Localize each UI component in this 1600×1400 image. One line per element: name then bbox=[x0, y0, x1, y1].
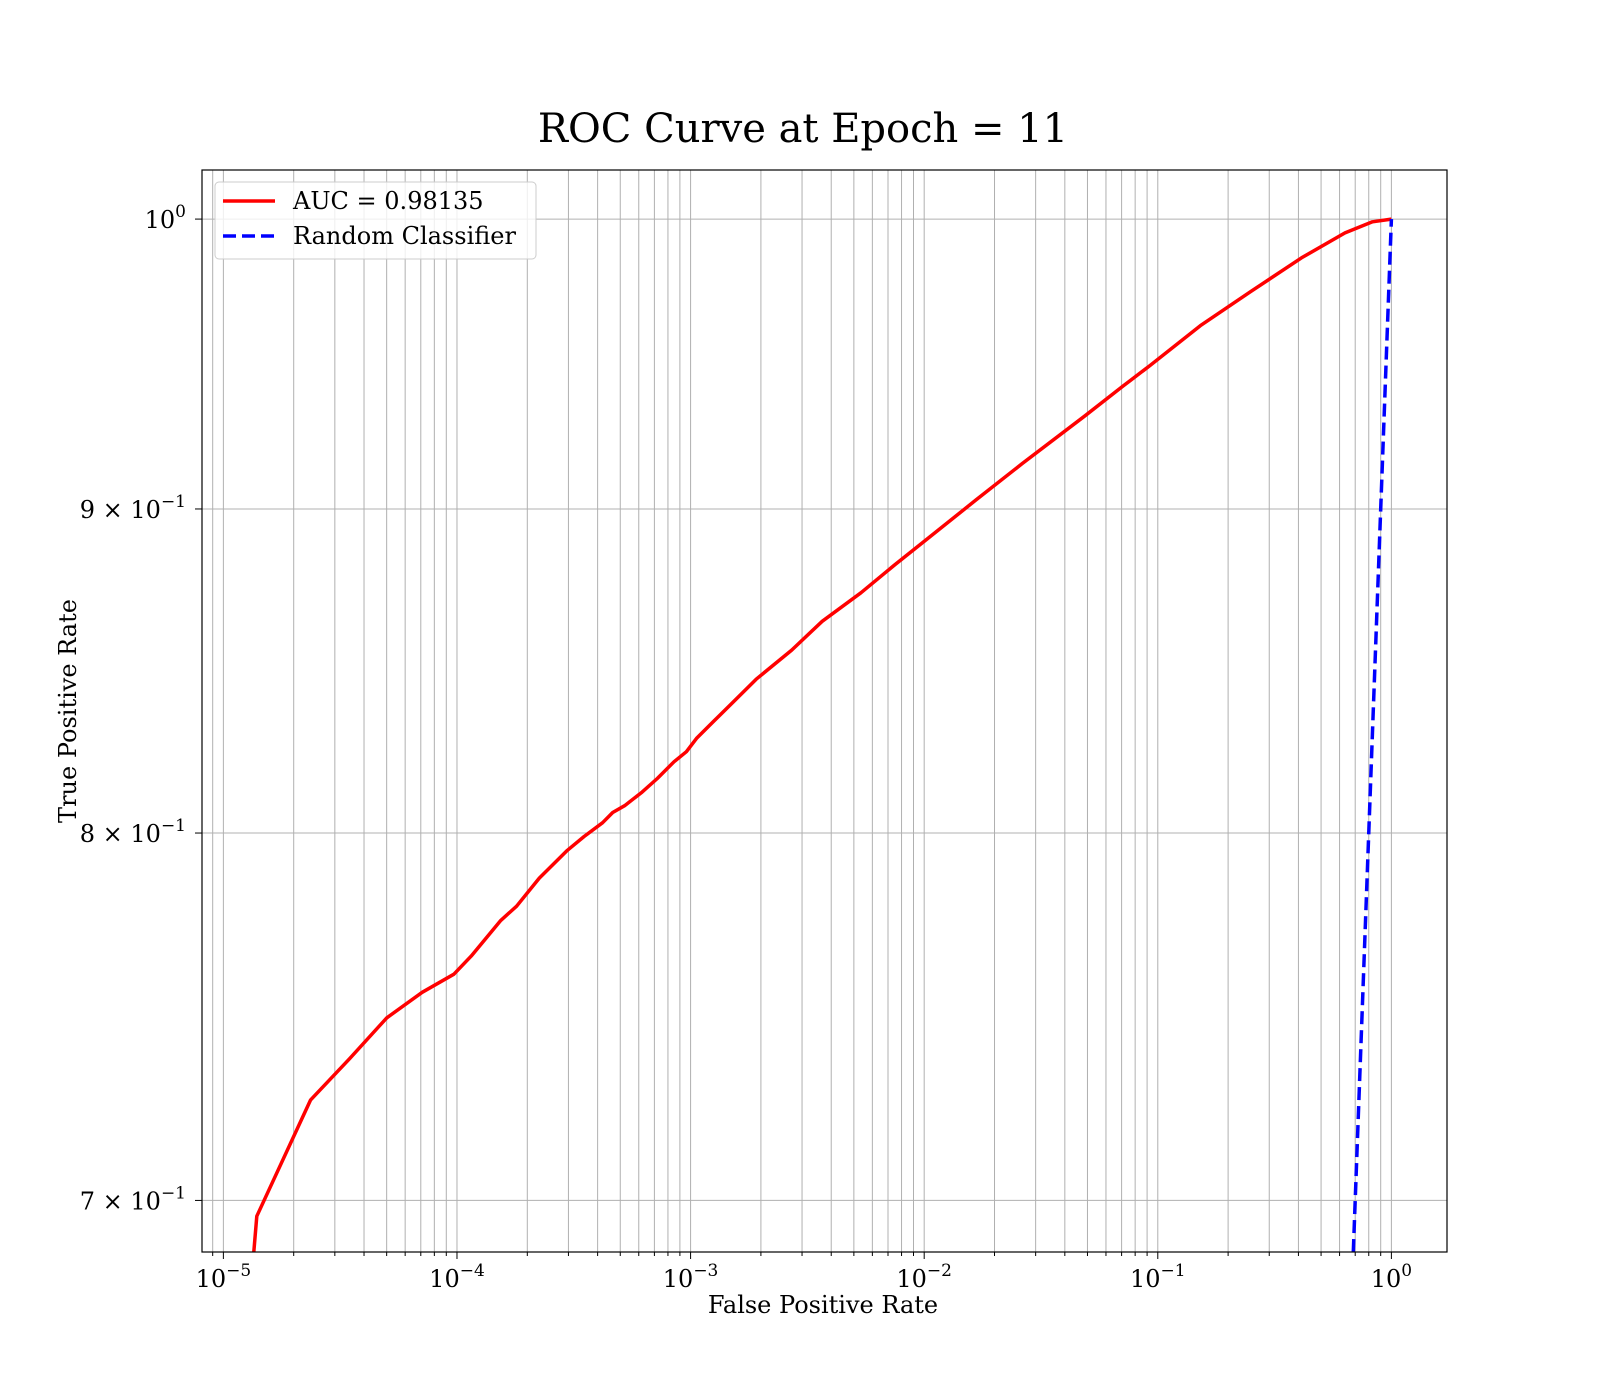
legend-label-random: Random Classifier bbox=[293, 222, 516, 250]
y-tick-label: 8 × 10−1 bbox=[80, 816, 186, 848]
legend: AUC = 0.98135 Random Classifier bbox=[214, 181, 537, 260]
x-axis-ticks: 10−5 10−4 10−3 10−2 10−1 100 bbox=[196, 1252, 1412, 1293]
y-tick-label: 9 × 10−1 bbox=[80, 492, 186, 524]
y-tick-label: 7 × 10−1 bbox=[80, 1183, 186, 1215]
legend-box bbox=[214, 181, 537, 260]
plot-area bbox=[252, 217, 1394, 1252]
legend-label-auc: AUC = 0.98135 bbox=[292, 187, 484, 215]
grid-lines bbox=[202, 170, 1447, 1252]
y-axis-label: True Positive Rate bbox=[54, 599, 82, 823]
x-axis-label: False Positive Rate bbox=[708, 1291, 938, 1319]
roc-curve-line bbox=[252, 217, 1392, 1252]
chart-title: ROC Curve at Epoch = 11 bbox=[538, 106, 1068, 152]
y-axis-ticks: 100 9 × 10−1 8 × 10−1 7 × 10−1 bbox=[80, 202, 202, 1215]
x-tick-label: 100 bbox=[1371, 1261, 1412, 1293]
x-tick-label: 10−2 bbox=[896, 1261, 952, 1293]
y-tick-label: 100 bbox=[145, 202, 186, 234]
random-classifier-line bbox=[1351, 219, 1394, 1252]
axes-frame bbox=[201, 169, 1448, 1253]
x-tick-label: 10−1 bbox=[1130, 1261, 1186, 1293]
x-tick-label: 10−5 bbox=[196, 1261, 252, 1293]
x-tick-label: 10−4 bbox=[429, 1261, 485, 1293]
x-tick-label: 10−3 bbox=[663, 1261, 719, 1293]
